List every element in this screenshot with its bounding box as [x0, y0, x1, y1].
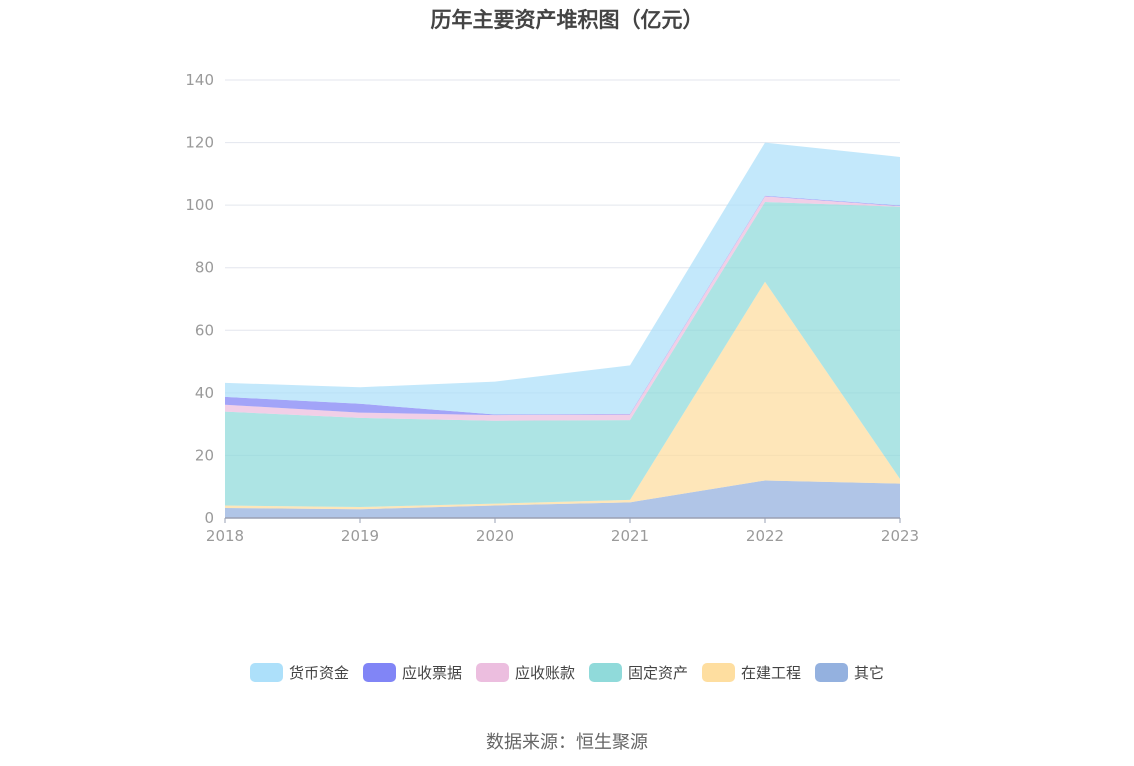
- area-series-4: [225, 195, 900, 416]
- area-series-3: [225, 196, 900, 421]
- legend-label: 其它: [854, 664, 885, 682]
- legend-swatch: [815, 663, 849, 682]
- legend-swatch: [249, 663, 283, 682]
- legend-label: 货币资金: [288, 664, 349, 682]
- legend-item[interactable]: 固定资产: [589, 662, 688, 683]
- y-tick-label: 40: [195, 384, 214, 402]
- y-tick-label: 0: [204, 509, 214, 527]
- x-tick-label: 2022: [746, 527, 784, 545]
- legend-swatch: [702, 663, 736, 682]
- source-note: 数据来源：恒生聚源: [486, 732, 648, 753]
- area-series-5: [225, 142, 900, 415]
- legend: 货币资金 应收票据 应收账款 固定资产 在建工程 其它: [0, 662, 1134, 683]
- x-tick-label: 2019: [341, 527, 379, 545]
- legend-item[interactable]: 应收票据: [362, 662, 462, 683]
- area-series: [225, 142, 900, 518]
- legend-swatch: [589, 663, 622, 682]
- y-tick-label: 80: [195, 259, 214, 277]
- y-tick-label: 100: [185, 196, 214, 214]
- area-series-0: [225, 480, 900, 518]
- x-tick-label: 2018: [206, 527, 244, 545]
- legend-swatch: [362, 663, 396, 682]
- y-tick-label: 20: [195, 446, 214, 464]
- y-tick-label: 60: [195, 321, 214, 339]
- x-tick-label: 2021: [611, 527, 649, 545]
- area-series-2: [225, 202, 900, 508]
- legend-swatch: [475, 663, 509, 682]
- legend-label: 应收票据: [401, 664, 462, 682]
- legend-label: 在建工程: [741, 664, 802, 682]
- legend-item[interactable]: 其它: [815, 662, 884, 683]
- chart-title: 历年主要资产堆积图（亿元）: [430, 8, 704, 32]
- legend-label: 固定资产: [628, 664, 689, 682]
- legend-item[interactable]: 在建工程: [702, 662, 801, 683]
- axes: 0 20 40 60 80 100 120 140 2018 2019 2020 2021 2022 20…: [185, 71, 919, 545]
- legend-item[interactable]: 应收账款: [475, 662, 575, 683]
- area-series-1: [225, 281, 900, 510]
- x-tick-label: 2023: [881, 527, 919, 545]
- y-tick-label: 120: [185, 134, 214, 152]
- legend-label: 应收账款: [514, 664, 575, 682]
- x-tick-label: 2020: [476, 527, 514, 545]
- y-tick-label: 140: [185, 71, 214, 89]
- legend-item[interactable]: 货币资金: [249, 662, 349, 683]
